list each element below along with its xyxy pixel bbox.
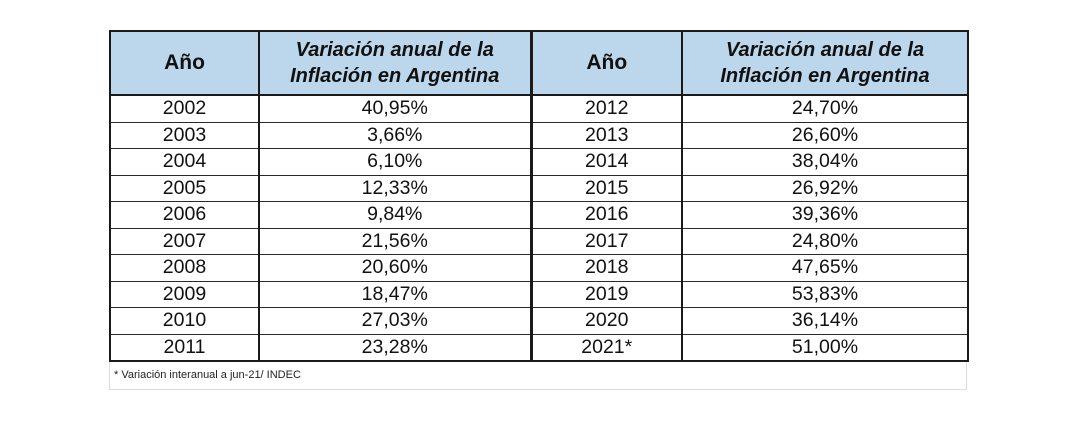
year-left-cell: 2010 xyxy=(109,307,260,335)
year-right-cell: 2013 xyxy=(529,122,683,149)
year-left-cell: 2008 xyxy=(109,254,260,282)
inflation-left-cell: 40,95% xyxy=(258,95,532,123)
inflation-table-container: Año Variación anual de la Inflación en A… xyxy=(109,30,969,390)
inflation-right-cell: 47,65% xyxy=(681,254,969,282)
table-row: 2002 40,95% 2012 24,70% xyxy=(109,95,969,123)
inflation-left-cell: 9,84% xyxy=(258,201,532,229)
footnote-box: * Variación interanual a jun-21/ INDEC xyxy=(109,362,967,390)
year-right-cell: 2020 xyxy=(529,307,683,335)
table-row: 2008 20,60% 2018 47,65% xyxy=(109,254,969,282)
table-row: 2010 27,03% 2020 36,14% xyxy=(109,307,969,335)
inflation-left-cell: 20,60% xyxy=(258,254,532,282)
year-left-cell: 2005 xyxy=(109,175,260,202)
inflation-left-cell: 21,56% xyxy=(258,228,532,255)
inflation-right-cell: 36,14% xyxy=(681,307,969,335)
inflation-right-cell: 39,36% xyxy=(681,201,969,229)
table-body: 2002 40,95% 2012 24,70% 2003 3,66% 2013 … xyxy=(109,95,969,362)
year-right-cell: 2014 xyxy=(529,148,683,176)
footnote: * Variación interanual a jun-21/ INDEC xyxy=(114,369,301,381)
inflation-right-cell: 53,83% xyxy=(681,281,969,308)
year-right-cell: 2019 xyxy=(529,281,683,308)
year-right-cell: 2016 xyxy=(529,201,683,229)
year-right-cell: 2015 xyxy=(529,175,683,202)
year-left-cell: 2003 xyxy=(109,122,260,149)
header-year-left: Año xyxy=(109,30,260,96)
year-left-cell: 2004 xyxy=(109,148,260,176)
inflation-right-cell: 26,92% xyxy=(681,175,969,202)
header-inflation-right: Variación anual de la Inflación en Argen… xyxy=(681,30,969,96)
table-row: 2005 12,33% 2015 26,92% xyxy=(109,175,969,202)
year-left-cell: 2002 xyxy=(109,95,260,123)
inflation-left-cell: 18,47% xyxy=(258,281,532,308)
year-left-cell: 2006 xyxy=(109,201,260,229)
inflation-right-cell: 24,70% xyxy=(681,95,969,123)
inflation-left-cell: 12,33% xyxy=(258,175,532,202)
year-left-cell: 2009 xyxy=(109,281,260,308)
table-header-row: Año Variación anual de la Inflación en A… xyxy=(109,30,969,96)
header-inflation-left: Variación anual de la Inflación en Argen… xyxy=(258,30,532,96)
inflation-left-cell: 27,03% xyxy=(258,307,532,335)
table-row: 2011 23,28% 2021* 51,00% xyxy=(109,334,969,362)
table-row: 2004 6,10% 2014 38,04% xyxy=(109,148,969,176)
year-right-cell: 2021* xyxy=(529,334,683,362)
year-left-cell: 2011 xyxy=(109,334,260,362)
table-row: 2003 3,66% 2013 26,60% xyxy=(109,122,969,149)
year-right-cell: 2012 xyxy=(529,95,683,123)
header-year-right: Año xyxy=(529,30,683,96)
inflation-left-cell: 6,10% xyxy=(258,148,532,176)
inflation-right-cell: 24,80% xyxy=(681,228,969,255)
year-right-cell: 2017 xyxy=(529,228,683,255)
inflation-table: Año Variación anual de la Inflación en A… xyxy=(109,30,969,362)
year-right-cell: 2018 xyxy=(529,254,683,282)
table-row: 2006 9,84% 2016 39,36% xyxy=(109,201,969,229)
inflation-right-cell: 51,00% xyxy=(681,334,969,362)
inflation-left-cell: 23,28% xyxy=(258,334,532,362)
table-row: 2009 18,47% 2019 53,83% xyxy=(109,281,969,308)
inflation-right-cell: 38,04% xyxy=(681,148,969,176)
table-row: 2007 21,56% 2017 24,80% xyxy=(109,228,969,255)
inflation-left-cell: 3,66% xyxy=(258,122,532,149)
inflation-right-cell: 26,60% xyxy=(681,122,969,149)
year-left-cell: 2007 xyxy=(109,228,260,255)
